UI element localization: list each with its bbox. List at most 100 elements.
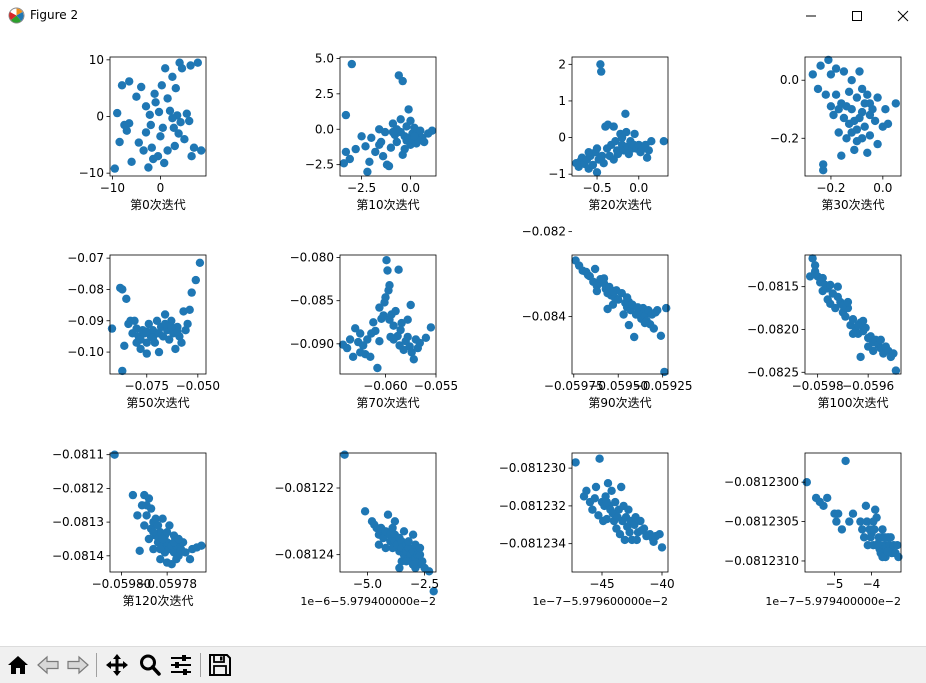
scatter-point <box>145 110 154 120</box>
scatter-point <box>813 84 823 94</box>
pan-button[interactable] <box>103 651 131 679</box>
minimize-button[interactable] <box>788 0 834 31</box>
scatter-point <box>187 288 196 297</box>
x-tick-label: −10 <box>100 181 125 195</box>
x-tick-label: −0.050 <box>176 379 220 393</box>
scatter-point <box>640 318 650 328</box>
scatter-point <box>624 505 633 514</box>
figure-canvas[interactable]: −10 0 −10 0 10 第0次迭代 −2.5 0.0 −2.5 0.0 2.5 5.0 第10次迭… <box>0 31 926 646</box>
scatter-point <box>891 366 901 375</box>
maximize-button[interactable] <box>834 0 880 31</box>
scatter-point <box>142 511 151 520</box>
subplot-3: −0.2 0.0 −0.2 0.0 第30次迭代 <box>770 55 902 212</box>
scatter-point <box>132 338 141 347</box>
scatter-point <box>180 135 189 144</box>
scatter-point <box>193 58 202 67</box>
scatter-point <box>594 511 603 520</box>
scatter-point <box>863 90 872 99</box>
scatter-point <box>834 105 843 114</box>
scatter-point <box>185 116 194 126</box>
subplot-1: −2.5 0.0 −2.5 0.0 2.5 5.0 第10次迭代 <box>305 51 437 212</box>
scatter-point <box>154 329 164 338</box>
scatter-point <box>151 514 160 523</box>
scatter-point <box>657 543 667 552</box>
scatter-point <box>408 560 418 569</box>
y-tick-label: −0.2 <box>770 131 799 145</box>
y-tick-label: −0.081232 <box>499 499 566 513</box>
scatter-point <box>571 458 580 467</box>
scatter-point <box>142 338 151 347</box>
scatter-point <box>341 147 351 157</box>
scatter-point <box>356 348 365 357</box>
y-tick-label: −0.090 <box>290 337 334 351</box>
scatter-point <box>403 332 412 342</box>
scatter-point <box>181 326 190 335</box>
scatter-point <box>174 129 183 138</box>
axes-frame <box>339 56 437 177</box>
scatter-point <box>819 160 828 169</box>
scatter-point <box>396 115 405 124</box>
scatter-point <box>118 285 127 294</box>
close-button[interactable] <box>880 0 926 31</box>
configure-subplots-button[interactable] <box>167 651 195 679</box>
scatter-point <box>424 567 434 576</box>
scatter-point <box>870 525 879 534</box>
scatter-point <box>894 552 903 562</box>
scatter-point <box>122 294 131 303</box>
scatter-point <box>831 64 841 73</box>
y-tick-label: −0.0815 <box>747 280 799 294</box>
save-button[interactable] <box>206 651 234 679</box>
y-tick-label: −0.085 <box>290 294 334 308</box>
y-tick-label: −0.0811 <box>52 448 104 462</box>
scatter-point <box>378 152 388 161</box>
scatter-point <box>396 325 405 335</box>
axes-frame <box>109 254 207 375</box>
zoom-button[interactable] <box>136 651 164 679</box>
scatter-point <box>826 280 835 290</box>
scatter-point <box>163 94 172 103</box>
scatter-point <box>407 348 416 357</box>
scatter-point <box>141 102 151 111</box>
x-tick-label: −0.0598 <box>792 379 844 393</box>
scatter-point <box>348 352 358 361</box>
home-button[interactable] <box>4 651 32 679</box>
scatter-point <box>855 67 864 76</box>
scatter-point <box>165 521 174 530</box>
scatter-point <box>881 105 890 114</box>
scatter-point <box>157 81 166 90</box>
scatter-point <box>416 126 425 135</box>
scatter-point <box>832 517 841 526</box>
back-button[interactable] <box>34 651 62 679</box>
scatter-point <box>590 264 600 274</box>
scatter-point <box>169 123 178 132</box>
x-tick-label: 0 <box>157 181 165 195</box>
forward-button[interactable] <box>64 651 92 679</box>
subplot-7: −0.0598−0.0596 −0.0825 −0.0820 −0.0815 第100次… <box>747 254 902 410</box>
scatter-point <box>847 76 856 85</box>
scatter-point <box>834 128 843 137</box>
magnifier-icon <box>140 654 161 676</box>
scatter-point <box>426 323 436 332</box>
scatter-point <box>149 544 158 554</box>
scatter-point <box>369 318 378 327</box>
scatter-point <box>148 333 158 343</box>
scatter-point <box>182 109 191 118</box>
scatter-point <box>161 64 170 73</box>
scatter-point <box>636 516 645 526</box>
y-tick-label: −0.0825 <box>747 365 799 379</box>
y-tick-label: 10 <box>89 53 104 67</box>
scatter-point <box>156 132 165 141</box>
scatter-point <box>829 110 838 120</box>
axes-frame <box>571 254 669 375</box>
scatter-point <box>841 456 850 466</box>
scatter-point <box>160 310 170 319</box>
scatter-point <box>415 550 425 559</box>
scatter-point <box>392 137 401 147</box>
scatter-point <box>380 127 390 137</box>
y-tick-label: −0.08124 <box>274 548 334 562</box>
scatter-point <box>655 530 664 539</box>
x-axis-label: 第10次迭代 <box>356 198 419 212</box>
scatter-point <box>818 273 827 283</box>
scatter-point <box>185 305 194 314</box>
scatter-point <box>390 517 400 526</box>
